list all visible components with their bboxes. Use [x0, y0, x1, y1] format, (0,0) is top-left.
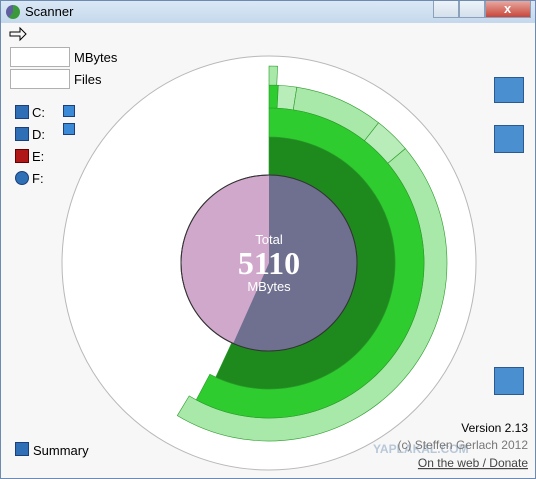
ring-segment[interactable]	[268, 84, 279, 109]
collapse-button[interactable]	[63, 123, 75, 135]
app-icon	[6, 5, 20, 19]
close-button[interactable]: x	[485, 1, 531, 18]
mbytes-label: MBytes	[74, 50, 118, 65]
drive-label: F:	[32, 171, 44, 186]
summary-checkbox[interactable]	[15, 442, 29, 456]
drive-checkbox[interactable]	[15, 105, 29, 119]
rings	[176, 65, 448, 442]
drive-label: E:	[32, 149, 45, 164]
title-bar: Scanner x	[1, 1, 535, 23]
drive-label: D:	[32, 127, 45, 142]
drive-button[interactable]	[494, 77, 524, 103]
minimize-button[interactable]	[433, 1, 459, 18]
total-unit: MBytes	[247, 279, 291, 294]
files-label: Files	[74, 72, 102, 87]
version: Version 2.13	[461, 421, 528, 435]
drive-checkbox[interactable]	[15, 171, 29, 185]
files-field	[10, 69, 70, 89]
drive-checkbox[interactable]	[15, 149, 29, 163]
watermark: YAPLAKAL.COM	[373, 442, 469, 456]
mbytes-field	[10, 47, 70, 67]
delete-button[interactable]	[494, 125, 524, 153]
copyright: (c) Steffen Gerlach 2012	[397, 438, 528, 452]
inner-used	[233, 175, 357, 351]
web-link[interactable]: On the web / Donate	[418, 456, 528, 470]
maximize-button[interactable]	[459, 1, 485, 18]
total-label: Total	[255, 232, 283, 247]
ring-segment[interactable]	[268, 65, 278, 86]
inner-border	[180, 174, 358, 352]
window-title: Scanner	[25, 4, 74, 19]
drive-checkbox[interactable]	[15, 127, 29, 141]
drive-label: C:	[32, 105, 45, 120]
refresh-button[interactable]	[494, 367, 524, 395]
summary-label: Summary	[33, 443, 89, 458]
total-value: 5110	[238, 245, 300, 281]
expand-button[interactable]	[63, 105, 75, 117]
arrow-icon[interactable]	[9, 26, 27, 42]
